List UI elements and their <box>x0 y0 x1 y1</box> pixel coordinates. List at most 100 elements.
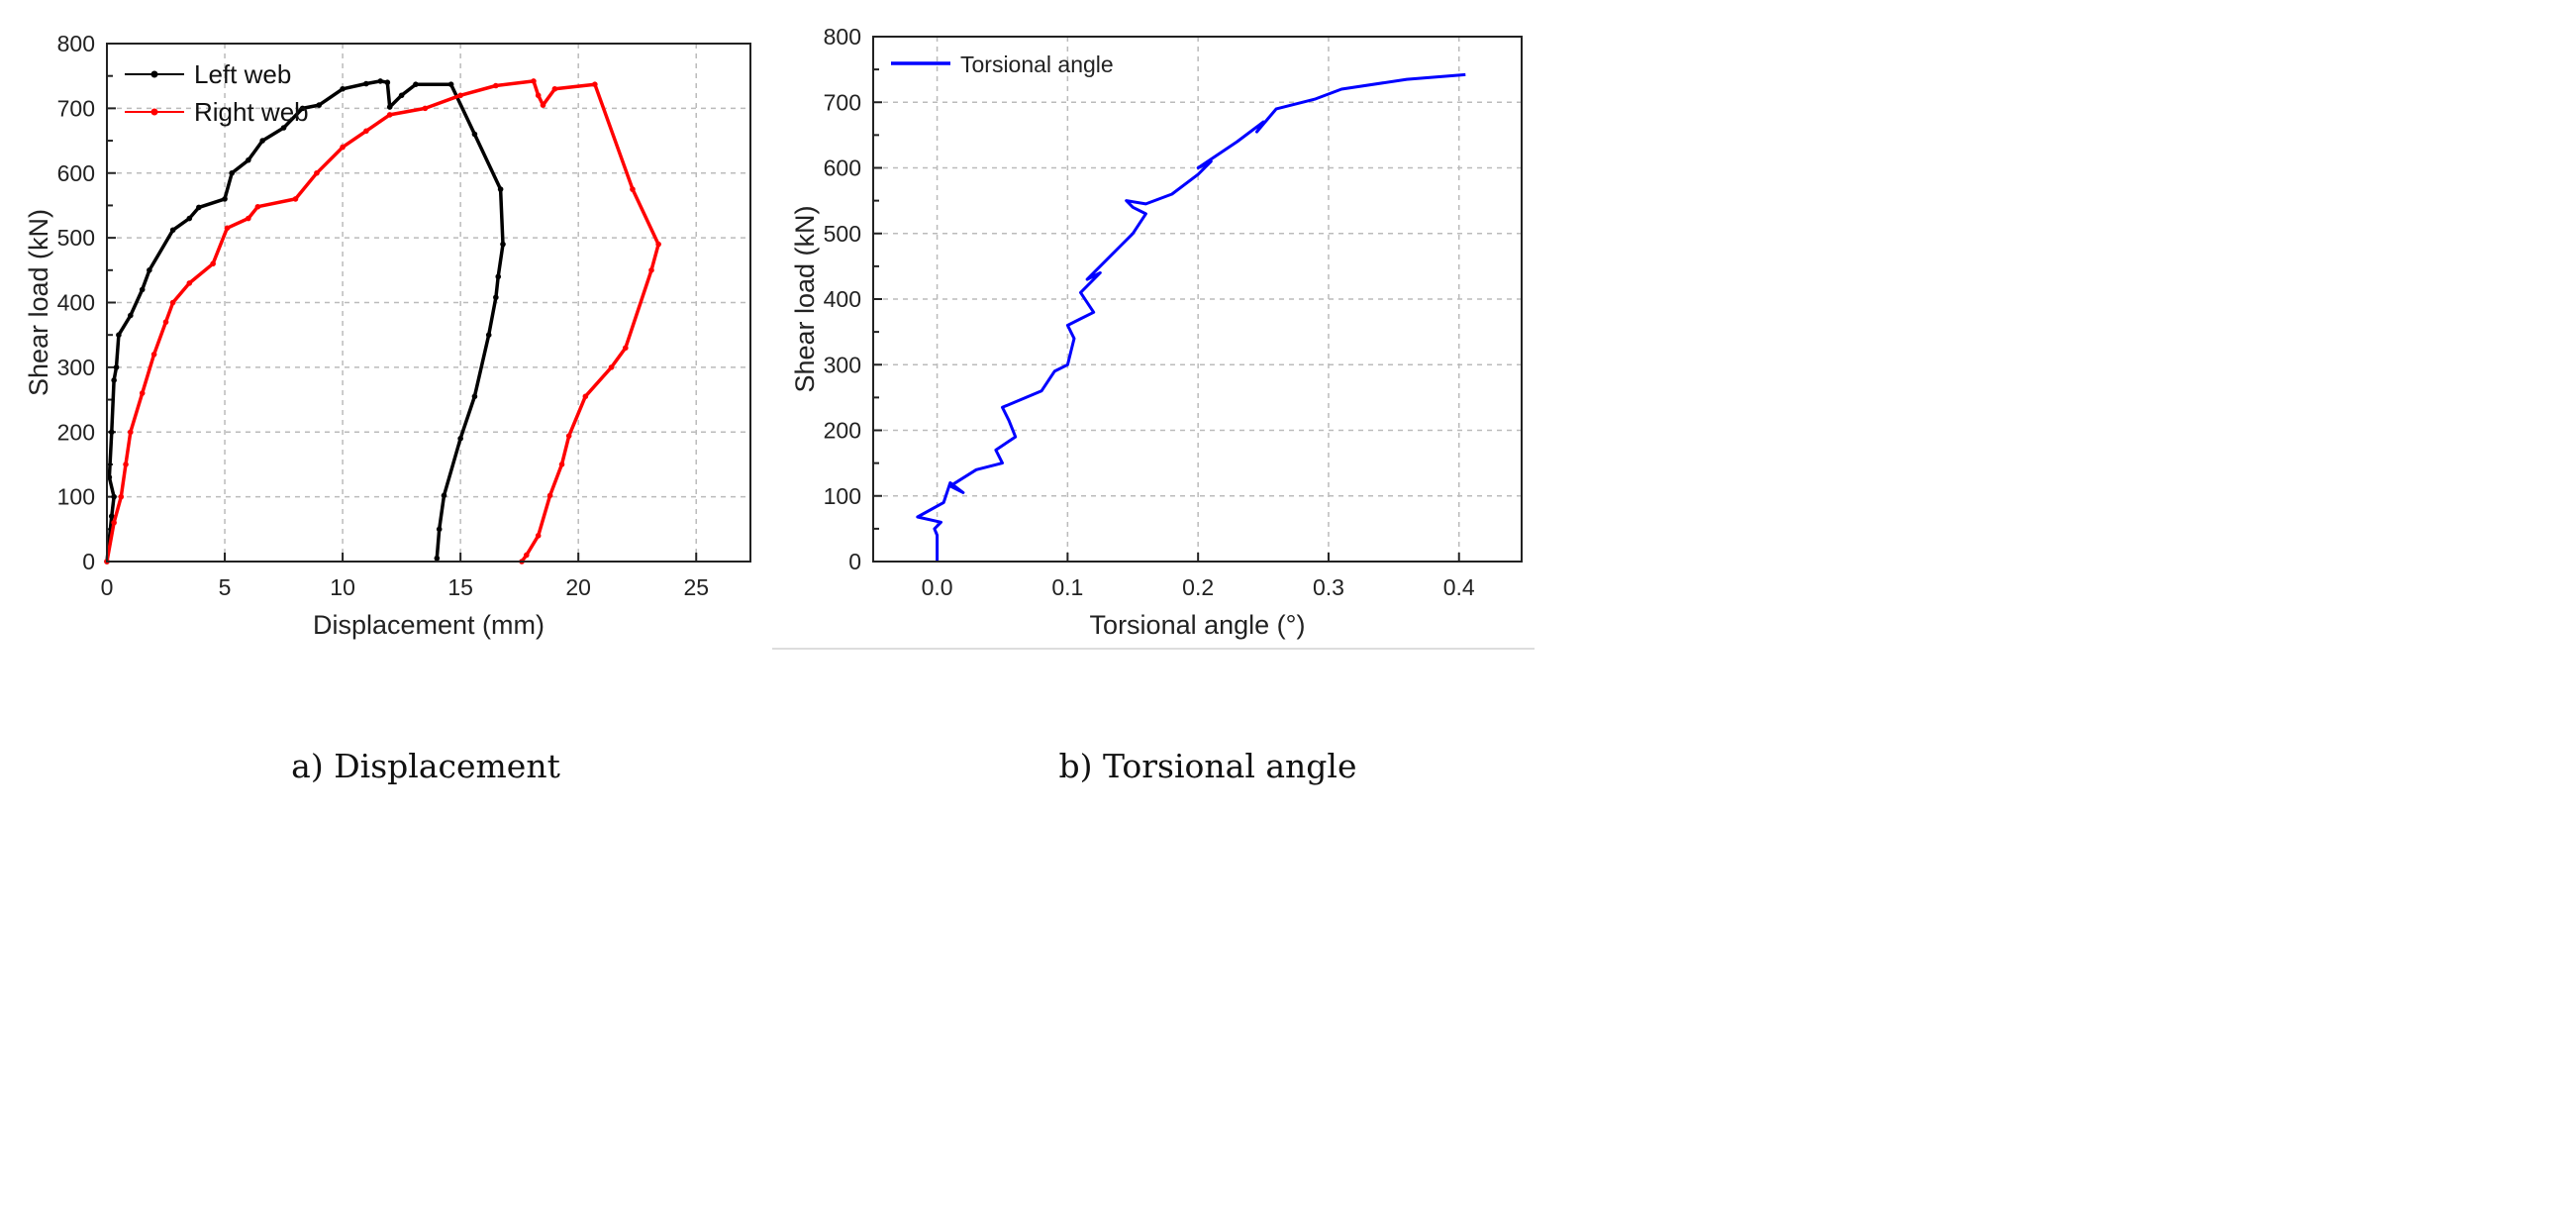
data-point <box>497 186 504 192</box>
x-tick-label: 0.4 <box>1443 574 1475 600</box>
data-point <box>316 102 323 108</box>
legend-label: Right web <box>194 97 309 127</box>
y-tick-label: 300 <box>57 355 95 380</box>
data-point <box>485 332 492 338</box>
x-tick-label: 0 <box>101 574 114 600</box>
data-point <box>108 429 115 436</box>
data-point <box>457 435 463 442</box>
y-tick-label: 500 <box>57 225 95 251</box>
y-tick-label: 800 <box>57 31 95 56</box>
data-point <box>224 225 231 232</box>
chart-displacement: 0 100 200 300 400 500 600 700 800 0 5 10 15 20 25 Left … <box>24 31 751 785</box>
data-point <box>436 526 443 533</box>
data-point <box>398 92 405 99</box>
data-point <box>546 492 553 499</box>
y-axis-label: Shear load (kN) <box>24 209 53 396</box>
data-point <box>340 144 346 151</box>
data-point <box>471 393 478 400</box>
data-point <box>169 299 176 306</box>
x-axis-label: Torsional angle (°) <box>1090 610 1306 640</box>
data-point <box>551 85 558 92</box>
data-point <box>123 462 129 467</box>
y-tick-label: 500 <box>824 221 861 247</box>
data-point <box>169 227 176 234</box>
legend-marker <box>150 70 158 78</box>
data-point <box>531 78 537 84</box>
data-point <box>280 125 287 131</box>
data-point <box>118 493 125 500</box>
data-point <box>292 196 299 202</box>
data-point <box>457 92 463 99</box>
data-point <box>582 393 589 400</box>
y-tick-label: 700 <box>57 95 95 121</box>
data-point <box>655 241 661 248</box>
y-tick-label: 200 <box>824 418 861 444</box>
data-point <box>434 555 441 562</box>
x-axis-label: Displacement (mm) <box>313 610 545 640</box>
y-tick-label: 100 <box>824 483 861 509</box>
data-point <box>340 85 346 92</box>
x-tick-label: 0.3 <box>1313 574 1344 600</box>
data-point <box>422 105 429 112</box>
data-point <box>210 260 216 267</box>
data-point <box>384 79 391 86</box>
data-point <box>524 552 530 559</box>
data-point <box>111 519 117 526</box>
y-tick-label: 400 <box>824 286 861 312</box>
y-tick-label: 0 <box>848 549 861 574</box>
y-tick-label: 300 <box>824 352 861 377</box>
data-point <box>623 345 629 352</box>
x-tick-label: 0.1 <box>1051 574 1083 600</box>
data-point <box>363 128 369 135</box>
data-point <box>493 294 499 301</box>
data-point <box>186 215 193 222</box>
data-point <box>246 156 251 163</box>
data-point <box>648 267 654 273</box>
data-point <box>299 105 306 112</box>
y-axis-label: Shear load (kN) <box>790 205 820 392</box>
data-point <box>254 203 261 210</box>
data-point <box>147 267 152 273</box>
data-point <box>229 169 235 176</box>
data-point <box>259 138 265 144</box>
x-tick-label: 10 <box>330 574 355 600</box>
data-point <box>386 104 393 110</box>
legend-label: Left web <box>194 59 291 89</box>
data-point <box>162 319 169 325</box>
data-point <box>386 112 393 118</box>
y-tick-label: 100 <box>57 484 95 510</box>
data-point <box>495 273 502 280</box>
y-tick-label: 200 <box>57 419 95 445</box>
data-point <box>186 280 193 286</box>
series-line-right-web <box>105 79 660 564</box>
data-point <box>363 80 369 87</box>
data-point <box>630 186 636 192</box>
plot-frame <box>106 43 751 563</box>
y-tick-label: 600 <box>824 155 861 181</box>
data-point <box>535 533 542 539</box>
y-tick-label: 400 <box>57 290 95 316</box>
data-point <box>500 241 506 248</box>
data-point <box>139 286 146 293</box>
data-point <box>592 81 598 87</box>
data-point <box>540 102 546 108</box>
x-tick-label: 5 <box>219 574 232 600</box>
data-point <box>222 196 228 202</box>
data-point <box>128 312 134 319</box>
legend-marker <box>150 108 158 116</box>
data-point <box>111 377 117 383</box>
y-tick-label: 700 <box>824 89 861 115</box>
x-tick-label: 0.0 <box>922 574 953 600</box>
data-point <box>447 81 454 87</box>
data-point <box>108 513 115 520</box>
series-line-left-web <box>105 79 505 563</box>
x-tick-label: 20 <box>565 574 591 600</box>
data-point <box>493 82 499 89</box>
x-tick-label: 25 <box>683 574 709 600</box>
series-line-torsional-angle <box>916 72 1466 562</box>
chart-torsional-angle: 0 100 200 300 400 500 600 700 800 0.0 0.1 0.2 0.3 0.4… <box>790 24 1523 785</box>
y-tick-label: 800 <box>824 24 861 50</box>
y-tick-label: 0 <box>82 549 95 574</box>
data-point <box>116 332 122 338</box>
data-point <box>535 92 542 99</box>
